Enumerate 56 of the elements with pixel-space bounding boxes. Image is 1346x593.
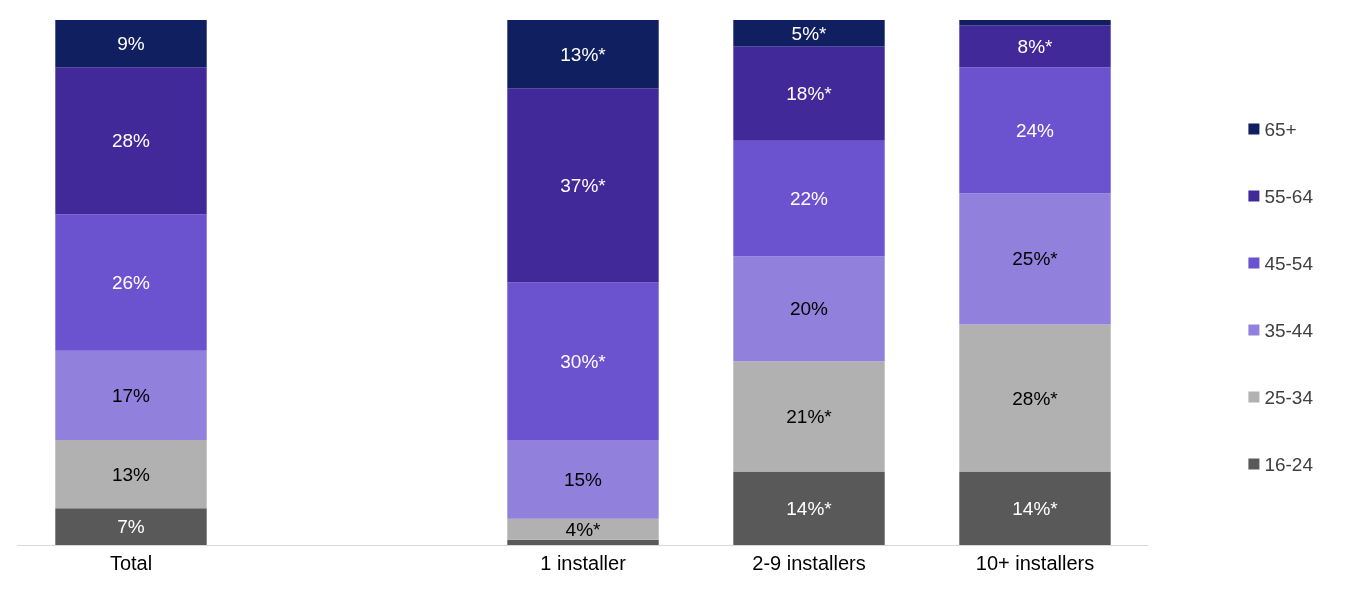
bar	[959, 471, 1111, 545]
data-label: 26%	[111, 272, 151, 293]
bar	[55, 67, 207, 215]
data-label: 21%*	[786, 405, 833, 427]
bar	[55, 440, 207, 509]
bar	[507, 440, 659, 519]
bar	[507, 539, 659, 545]
data-label: 5%*	[791, 22, 828, 44]
bar	[55, 214, 207, 351]
legend-label: 55-64	[1264, 185, 1314, 207]
bar	[959, 25, 1111, 68]
bar	[959, 193, 1111, 325]
bar	[733, 140, 885, 257]
bar	[55, 350, 207, 440]
x-tick-label: Total	[109, 552, 153, 574]
legend-label: 25-34	[1264, 386, 1314, 408]
data-label: 18%*	[786, 83, 833, 104]
bar	[959, 20, 1111, 26]
data-label: 9%	[117, 33, 145, 55]
bar	[55, 20, 207, 68]
legend-label: 16-24	[1264, 453, 1314, 475]
legend-label: 45-54	[1264, 252, 1314, 274]
data-label: 14%*	[1012, 497, 1059, 519]
x-tick-label: 2-9 installers	[752, 552, 866, 574]
data-label: 13%*	[560, 43, 607, 65]
legend-label: 65+	[1264, 118, 1297, 140]
data-label: 14%*	[786, 497, 833, 519]
bar	[507, 88, 659, 283]
bar	[733, 46, 885, 141]
bar	[507, 518, 659, 540]
data-label: 17%	[111, 384, 151, 406]
data-label: 20%	[789, 298, 829, 320]
bar	[733, 20, 885, 47]
data-label: 4%*	[565, 518, 602, 540]
data-label: 8%*	[1017, 35, 1054, 57]
bar	[507, 282, 659, 440]
bar	[733, 256, 885, 362]
data-label: 22%	[789, 188, 829, 209]
data-label: 24%	[1015, 119, 1055, 141]
data-label: 28%	[111, 130, 151, 152]
bar	[733, 361, 885, 472]
data-label: 28%*	[1012, 387, 1059, 409]
bar	[959, 67, 1111, 194]
data-label: 7%	[117, 516, 145, 538]
data-label: 13%	[111, 463, 151, 485]
bar	[959, 324, 1111, 472]
x-tick-label: 1 installer	[540, 552, 627, 574]
bar	[507, 20, 659, 89]
data-label: 37%*	[560, 174, 607, 196]
data-label: 15%	[563, 468, 603, 490]
bar	[733, 471, 885, 545]
bar	[55, 508, 207, 545]
legend-label: 35-44	[1264, 319, 1314, 341]
x-tick-label: 10+ installers	[975, 552, 1095, 574]
data-label: 30%*	[560, 350, 607, 372]
data-label: 25%*	[1012, 248, 1059, 270]
